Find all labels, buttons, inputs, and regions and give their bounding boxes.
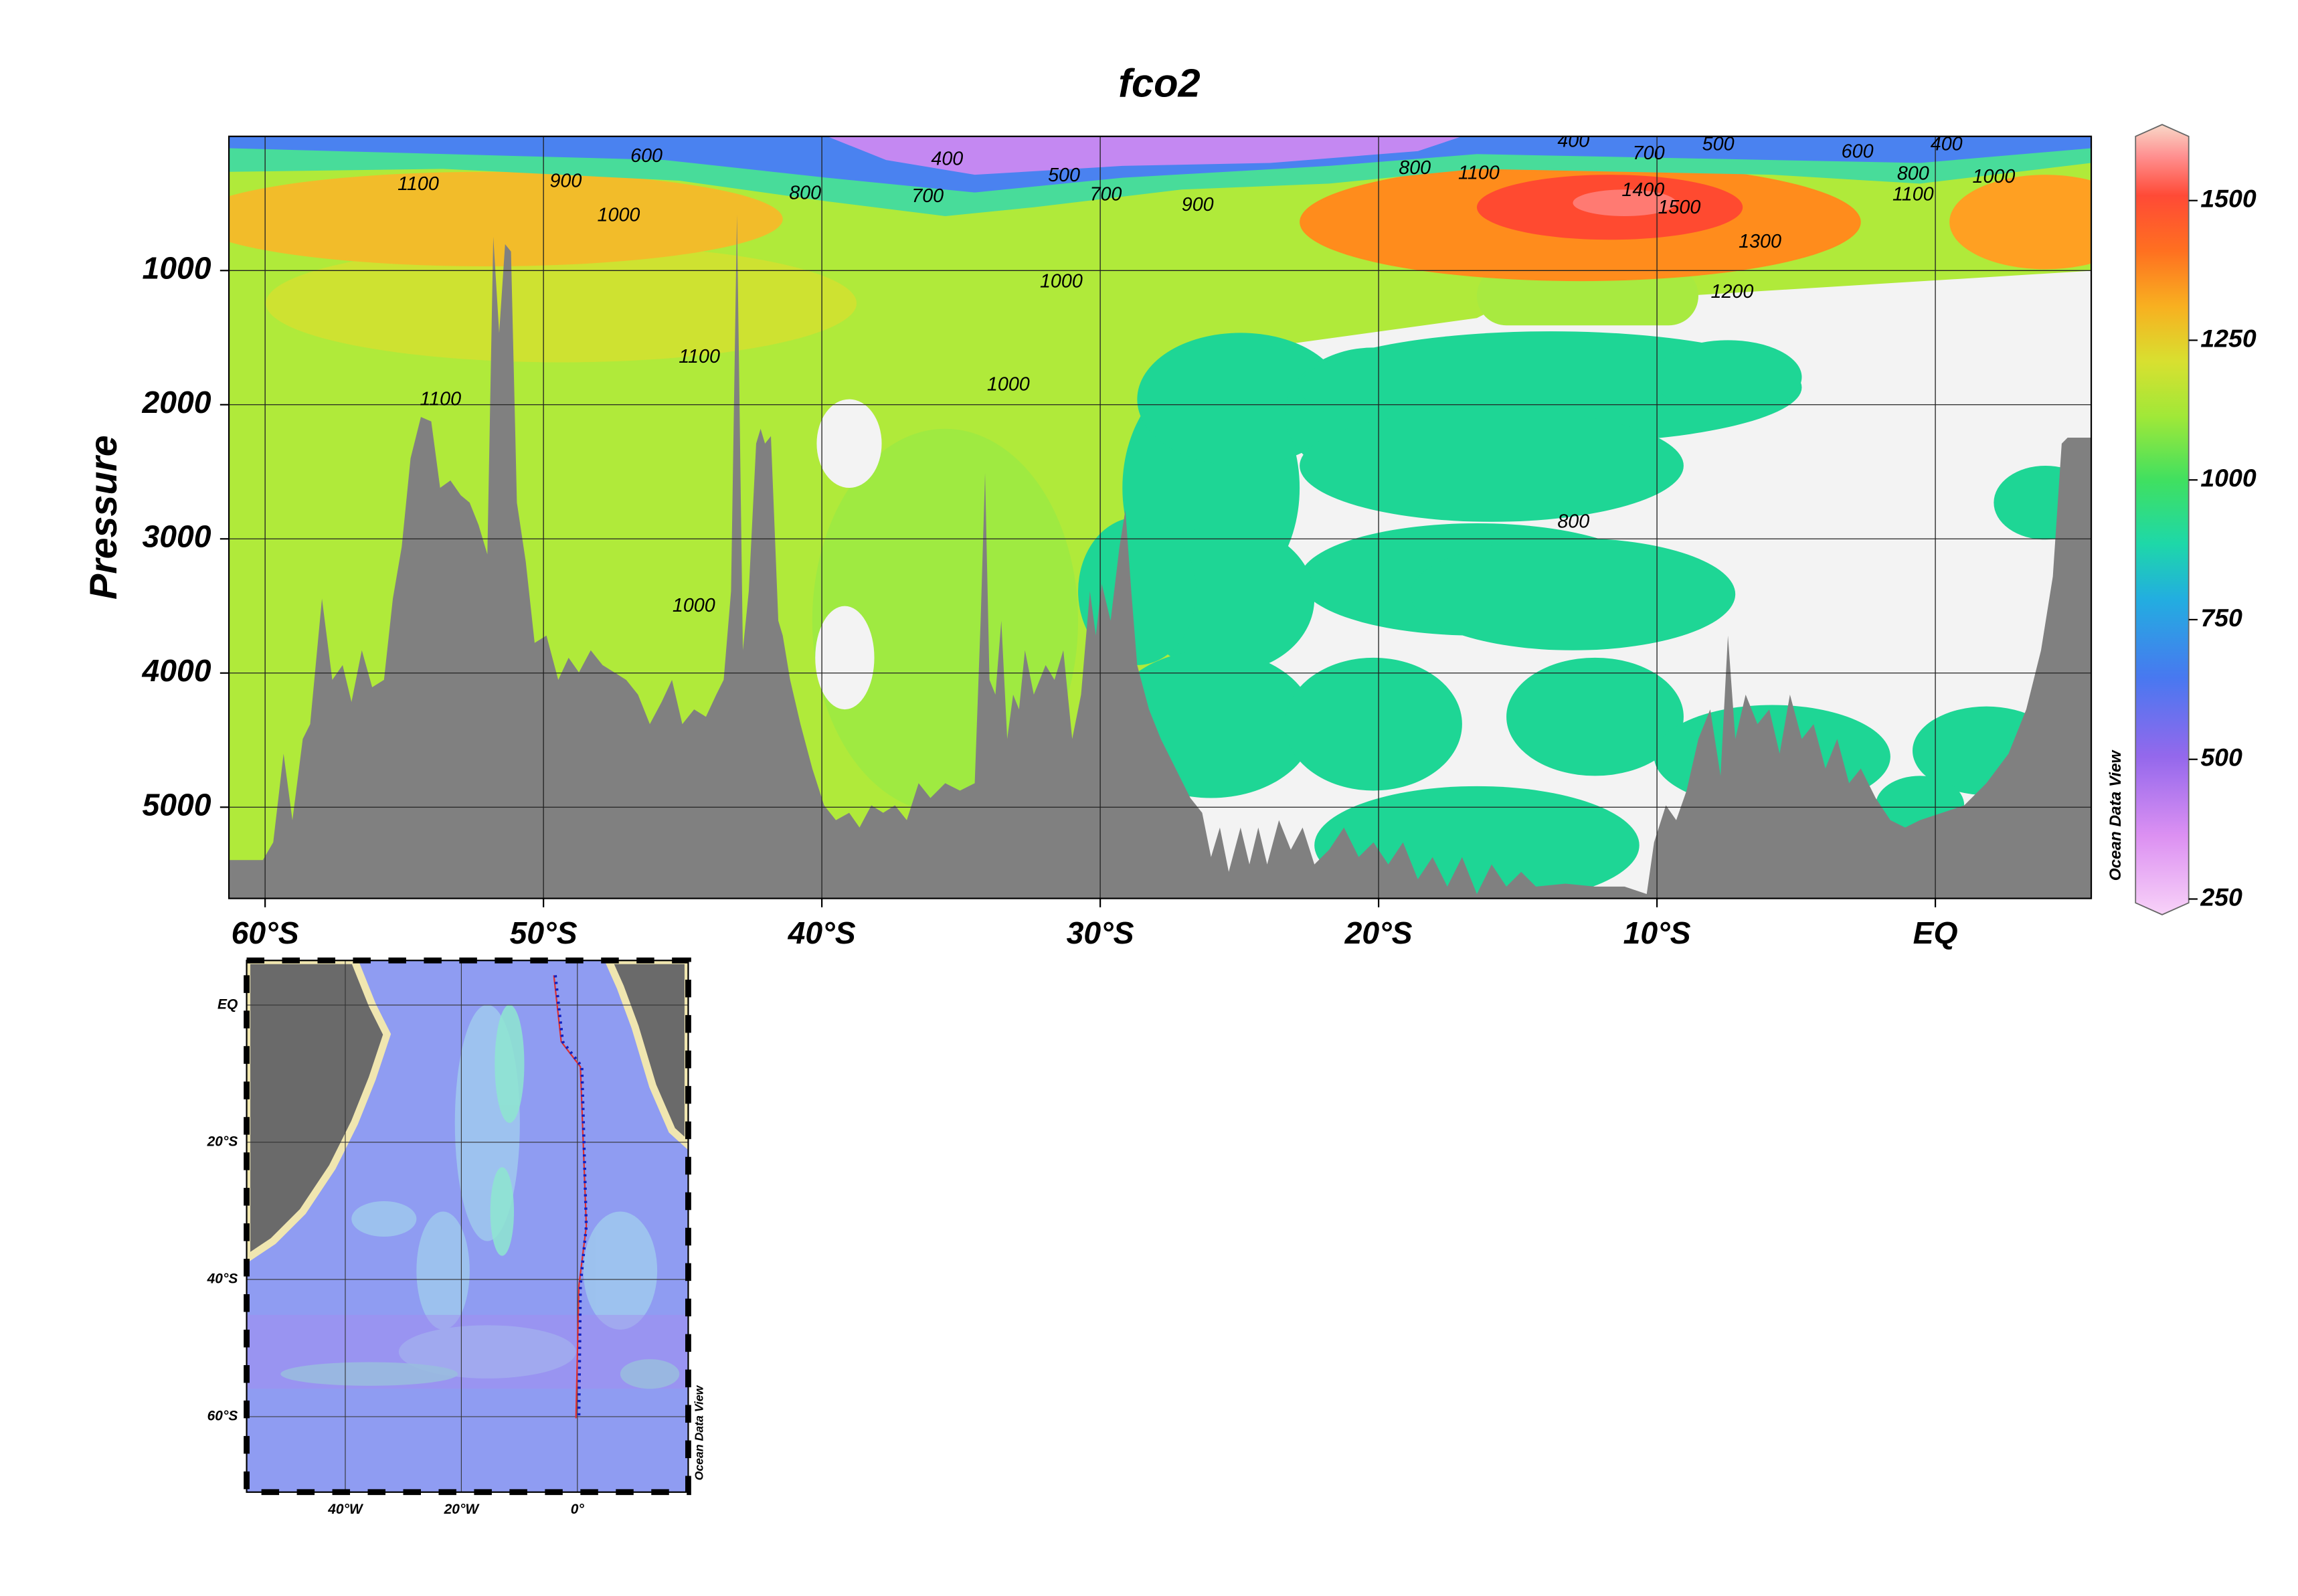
grid [229,136,2092,899]
colorbar-ticks: 250 500 750 1000 1250 1500 [2188,185,2257,911]
contour-label: 800 [1557,511,1589,533]
map-y-tick-label: 60°S [207,1409,238,1424]
contour-label: 1000 [1040,271,1083,292]
colorbar-tick-label: 1250 [2200,324,2257,352]
contour-label: 500 [1702,134,1735,155]
stations [553,975,588,1416]
contour-label: 800 [1897,163,1929,185]
map-axes: 40°W 20°W 0° EQ 20°S 40°S 60°S [207,996,585,1516]
cruise-track [553,975,588,1419]
field-patch [266,244,857,363]
x-tick-label: 30°S [1067,915,1134,950]
map-credit: Ocean Data View [693,1385,706,1480]
contour-label: 600 [630,145,662,167]
inset-map: 40°W 20°W 0° EQ 20°S 40°S 60°S Ocean Data View [207,957,706,1517]
y-axis-label: Pressure [82,435,125,600]
contour-label: 800 [789,182,821,203]
colorbar-tick-label: 1500 [2200,185,2257,213]
map-y-tick-label: 40°S [207,1271,238,1286]
chart-title: fco2 [1118,60,1201,105]
y-tick-label: 1000 [143,251,211,286]
x-tick-label: 10°S [1623,915,1691,950]
contour-label: 1500 [1658,197,1700,218]
contour-label: 1200 [1710,281,1753,302]
colorbar-tick-label: 1000 [2200,464,2257,492]
contour-label: 1000 [673,595,715,616]
axes: 60°S 50°S 40°S 30°S 20°S 10°S EQ 1000 2000 3000 40… [142,251,1958,950]
field-patch [1949,175,2092,270]
map-frame [246,960,689,1493]
field-patch [1476,266,1698,326]
field-patch [1573,189,1676,216]
plot-frame [228,135,2093,899]
map-y-tick-label: 20°S [207,1134,238,1149]
map-x-tick-label: 40°W [327,1502,364,1517]
map-y-tick-label: EQ [217,996,238,1012]
contour-label: 1100 [397,173,439,195]
contour-label: 1100 [679,346,720,367]
contour-label: 800 [1399,157,1431,179]
field-layer [826,136,1462,175]
x-tick-label: 50°S [510,915,578,950]
y-tick-label: 2000 [142,385,211,420]
map-x-tick-label: 20°W [444,1502,480,1517]
x-tick-label: 20°S [1344,915,1413,950]
contour-label: 400 [1557,130,1589,151]
empty-region [815,606,875,710]
map-x-tick-label: 0° [571,1502,585,1517]
contour-label: 1000 [987,374,1030,395]
colorbar-tick-label: 250 [2200,883,2242,911]
empty-region [816,399,882,489]
contour-label: 1400 [1621,179,1664,201]
contour-label: 700 [1633,143,1665,164]
colorbar-tick-label: 750 [2200,604,2242,632]
bathymetry [229,214,2092,899]
colorbar [2135,124,2190,915]
contour-label: 700 [1089,184,1122,205]
credit: Ocean Data View [2107,749,2125,881]
y-tick-label: 3000 [143,519,211,553]
contour-label: 400 [931,149,963,170]
y-tick-label: 4000 [142,653,211,688]
x-tick-label: EQ [1913,915,1958,950]
contour-label: 900 [549,171,582,192]
x-tick-label: 60°S [232,915,299,950]
x-tick-label: 40°S [788,915,856,950]
contour-label: 600 [1842,141,1874,163]
field-patch [229,171,783,266]
contour-label: 400 [1931,134,1963,155]
map-grid [246,960,689,1492]
contour-label: 1100 [1892,184,1934,205]
contour-label: 700 [911,185,944,207]
contour-label: 1100 [1458,163,1500,184]
y-tick-label: 5000 [143,787,211,822]
map-land [604,960,689,1150]
contour-label: 900 [1182,194,1214,215]
contour-label: 1300 [1739,231,1781,252]
colorbar-tick-label: 500 [2200,743,2242,772]
teal-patches [1078,331,2092,899]
map-land [246,960,391,1263]
contour-label: 500 [1048,165,1080,186]
contour-label: 1000 [598,204,640,226]
map-basin [246,1314,689,1389]
map-ridge [280,1004,680,1389]
contour-label: 1000 [1973,166,2016,187]
contour-label: 1100 [420,389,461,410]
